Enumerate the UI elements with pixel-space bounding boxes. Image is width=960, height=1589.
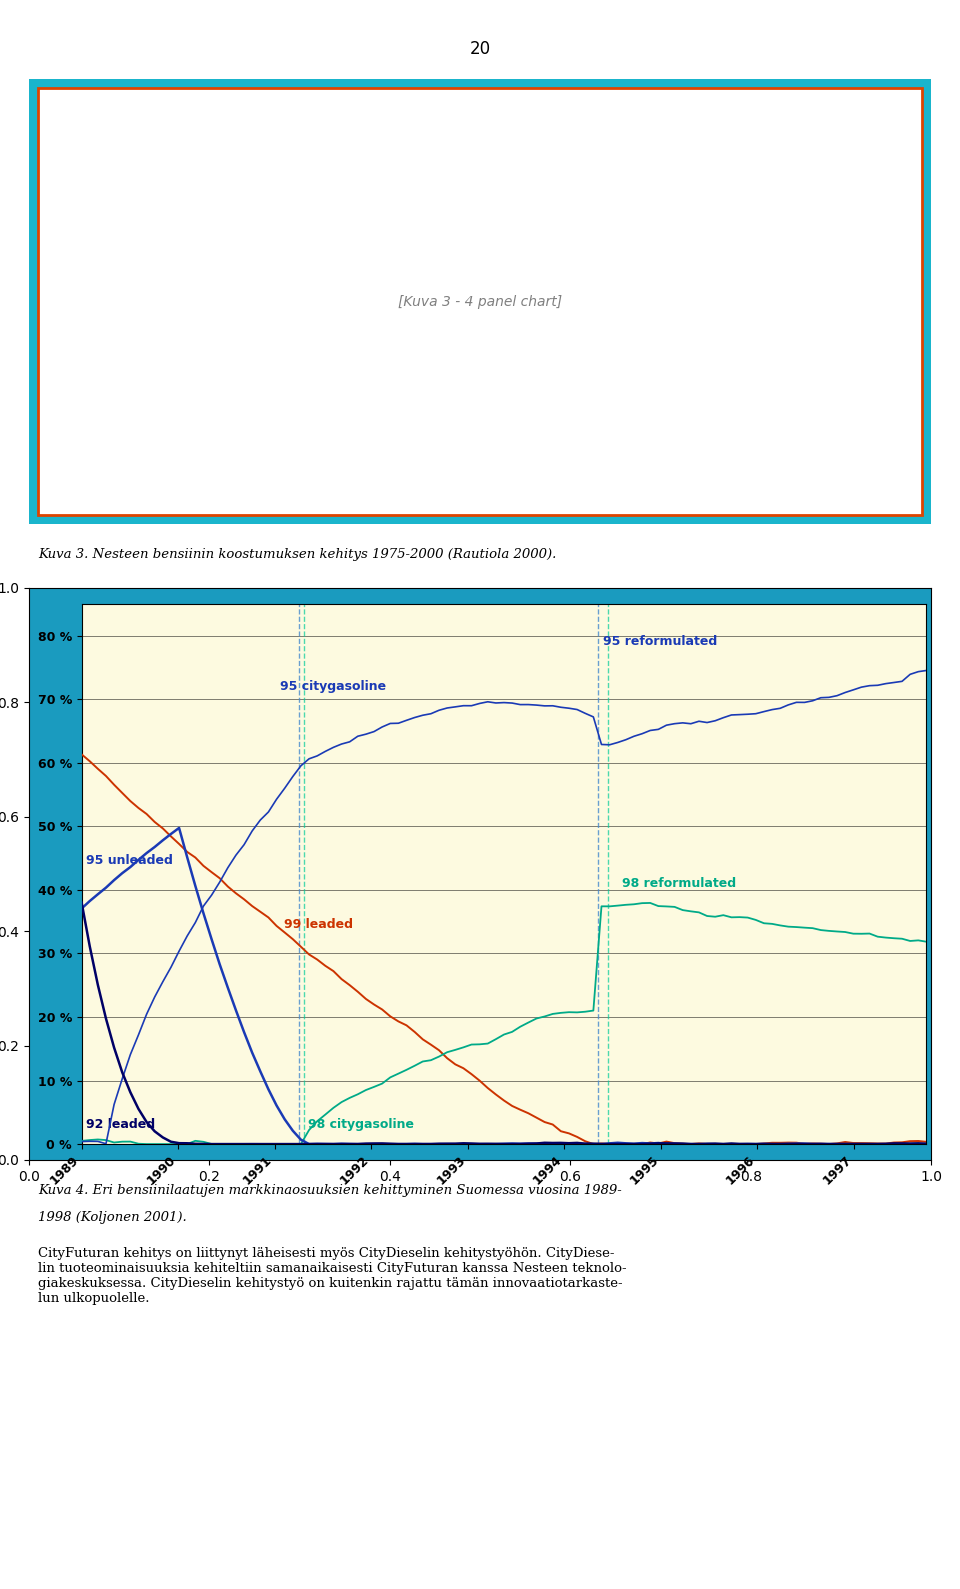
Text: 20: 20 xyxy=(469,40,491,57)
Text: Kuva 4. Eri bensiinilaatujen markkinaosuuksien kehittyminen Suomessa vuosina 198: Kuva 4. Eri bensiinilaatujen markkinaosu… xyxy=(38,1184,622,1197)
Text: 99 leaded: 99 leaded xyxy=(284,918,353,931)
Text: 92 leaded: 92 leaded xyxy=(86,1119,156,1131)
Text: 95 reformulated: 95 reformulated xyxy=(603,636,717,648)
Text: CityFuturan kehitys on liittynyt läheisesti myös CityDieselin kehitystyöhön. Cit: CityFuturan kehitys on liittynyt läheise… xyxy=(38,1247,627,1306)
Text: 1998 (Koljonen 2001).: 1998 (Koljonen 2001). xyxy=(38,1211,187,1224)
Text: 98 reformulated: 98 reformulated xyxy=(622,877,736,890)
Text: 98 citygasoline: 98 citygasoline xyxy=(308,1119,415,1131)
Text: 95 unleaded: 95 unleaded xyxy=(86,855,174,868)
Text: [Kuva 3 - 4 panel chart]: [Kuva 3 - 4 panel chart] xyxy=(398,296,562,308)
FancyBboxPatch shape xyxy=(37,89,923,515)
Text: Kuva 3. Nesteen bensiinin koostumuksen kehitys 1975-2000 (Rautiola 2000).: Kuva 3. Nesteen bensiinin koostumuksen k… xyxy=(38,548,557,561)
FancyBboxPatch shape xyxy=(29,79,931,524)
Text: 95 citygasoline: 95 citygasoline xyxy=(279,680,386,693)
